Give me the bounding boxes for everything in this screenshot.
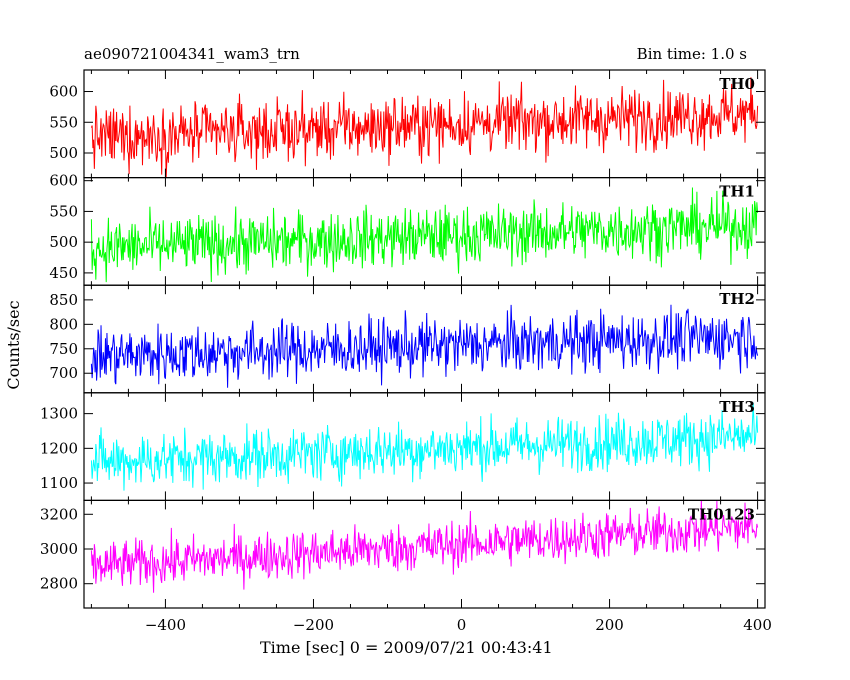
y-tick-label: 2800 — [40, 575, 78, 593]
y-tick-label: 850 — [49, 291, 78, 309]
x-tick-label: 400 — [743, 616, 772, 634]
y-tick-label: 800 — [49, 315, 78, 333]
y-tick-label: 1300 — [40, 405, 78, 423]
series-line-th2 — [90, 304, 759, 388]
y-tick-label: 500 — [49, 233, 78, 251]
series-line-th3 — [90, 402, 759, 491]
panel-label-th2: TH2 — [719, 290, 755, 308]
y-tick-label: 550 — [49, 202, 78, 220]
y-tick-label: 1100 — [40, 474, 78, 492]
panel-label-th0123: TH0123 — [688, 505, 755, 523]
y-tick-label: 500 — [49, 144, 78, 162]
y-tick-label: 550 — [49, 113, 78, 131]
x-tick-label: 200 — [595, 616, 624, 634]
y-tick-label: 600 — [49, 172, 78, 190]
series-line-th1 — [90, 187, 759, 283]
y-tick-label: 750 — [49, 340, 78, 358]
y-tick-label: 1200 — [40, 439, 78, 457]
x-tick-label: −400 — [145, 616, 186, 634]
x-axis-label: Time [sec] 0 = 2009/07/21 00:43:41 — [260, 638, 553, 657]
y-tick-label: 700 — [49, 364, 78, 382]
y-tick-label: 600 — [49, 83, 78, 101]
series-line-th0 — [90, 77, 759, 178]
panel-label-th1: TH1 — [719, 183, 755, 201]
panel-label-th0: TH0 — [719, 75, 755, 93]
x-tick-label: −200 — [293, 616, 334, 634]
y-axis-label: Counts/sec — [4, 300, 23, 390]
x-tick-label: 0 — [457, 616, 467, 634]
bin-time-label: Bin time: 1.0 s — [636, 45, 747, 63]
y-tick-label: 3000 — [40, 540, 78, 558]
y-tick-label: 450 — [49, 264, 78, 282]
panel-label-th3: TH3 — [719, 398, 755, 416]
plot-title: ae090721004341_wam3_trn — [84, 45, 300, 63]
y-tick-label: 3200 — [40, 505, 78, 523]
series-line-th0123 — [90, 500, 759, 593]
